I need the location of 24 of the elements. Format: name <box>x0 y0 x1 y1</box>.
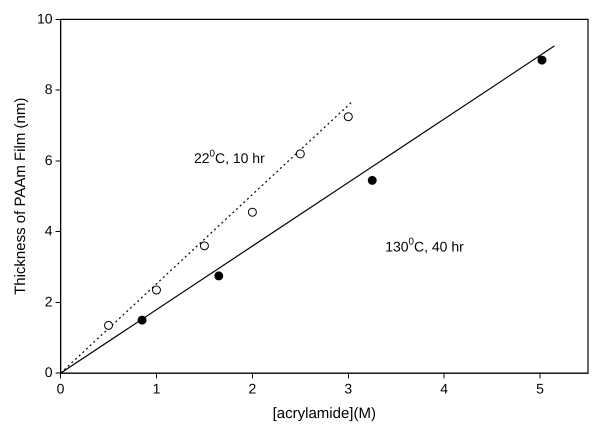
x-axis-title: [acrylamide](M) <box>272 405 376 422</box>
y-tick-label: 4 <box>44 222 53 239</box>
x-tick-label: 4 <box>440 380 448 396</box>
point <box>104 320 114 330</box>
y-axis-title: Thickness of PAAm Film (nm) <box>12 98 30 295</box>
point <box>368 176 377 185</box>
point <box>200 241 209 250</box>
point <box>214 271 224 280</box>
x-tick-label: 5 <box>536 380 544 396</box>
point <box>138 316 147 325</box>
x-tick-label: 1 <box>152 380 161 396</box>
y-tick-label: 8 <box>44 81 53 98</box>
x-tick-label: 0 <box>56 380 65 396</box>
y-tick-label: 2 <box>44 293 53 310</box>
point <box>296 149 305 158</box>
point <box>152 286 161 295</box>
y-tick-label: 6 <box>44 152 53 168</box>
point <box>537 56 546 65</box>
y-tick-label: 0 <box>44 364 53 380</box>
y-tick-label: 10 <box>36 10 53 26</box>
x-tick-label: 2 <box>248 380 256 396</box>
point <box>248 208 257 217</box>
x-tick-label: 3 <box>344 380 352 396</box>
point <box>344 112 353 122</box>
